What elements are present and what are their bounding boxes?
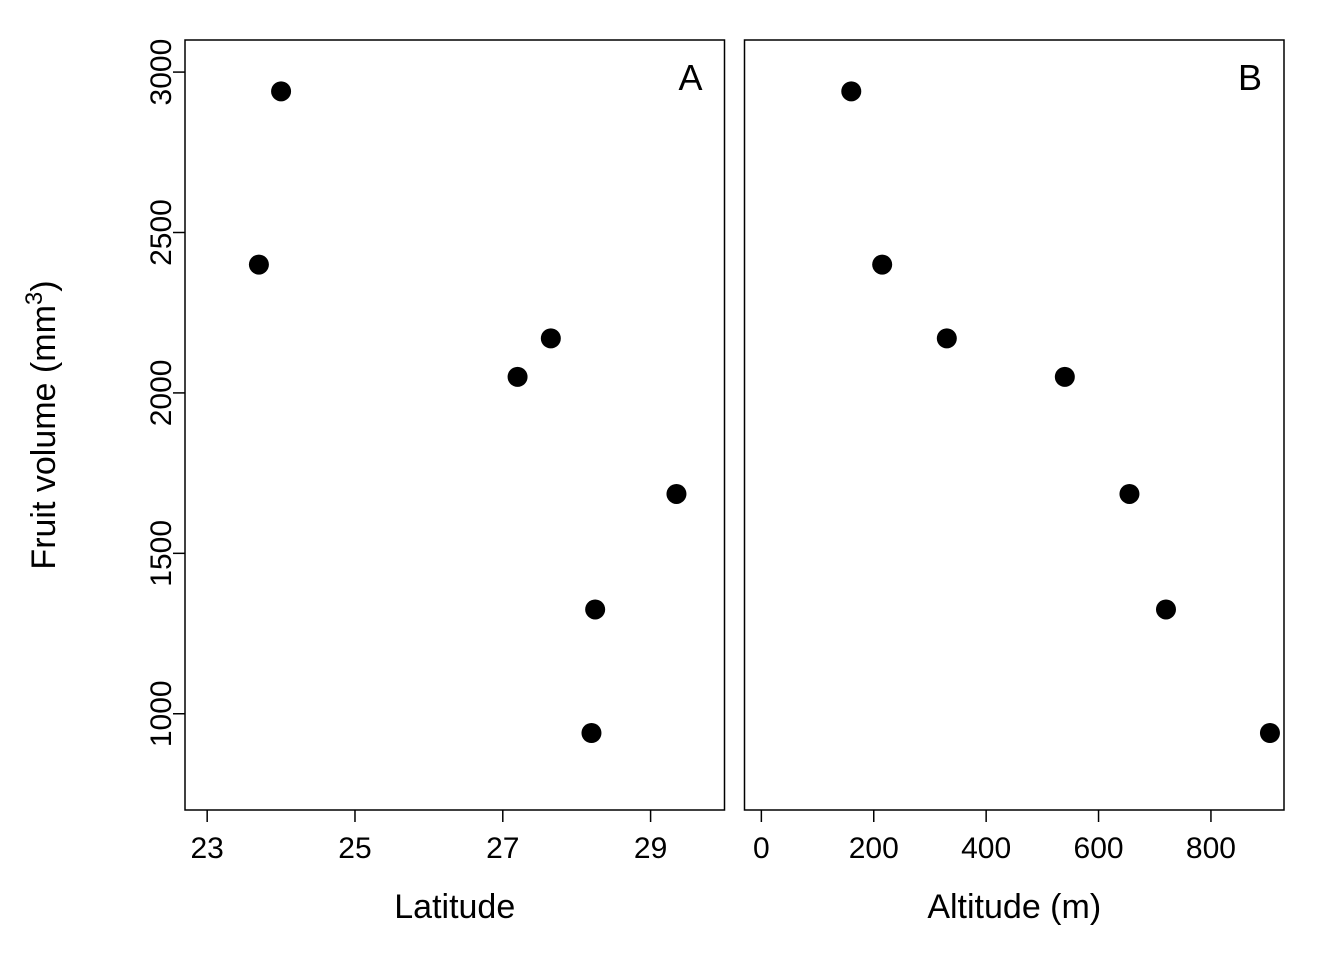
panel-a-x-tick-label: 25 <box>338 832 371 865</box>
panel-a-point <box>541 328 561 348</box>
panel-b-x-tick-label: 800 <box>1186 832 1236 865</box>
panel-a-point <box>581 723 601 743</box>
panel-a-letter: A <box>678 57 702 98</box>
panel-b-x-tick-label: 400 <box>961 832 1011 865</box>
y-axis-label: Fruit volume (mm3) <box>21 280 64 569</box>
panel-a-point <box>508 367 528 387</box>
y-tick-label: 2500 <box>145 199 178 266</box>
panel-a-point <box>249 255 269 275</box>
panel-b-point <box>1260 723 1280 743</box>
panel-a-point <box>271 81 291 101</box>
panel-b-x-tick-label: 200 <box>849 832 899 865</box>
panel-b-letter: B <box>1238 57 1262 98</box>
panel-b-box <box>745 40 1285 810</box>
panel-a-point <box>666 484 686 504</box>
panel-b-point <box>937 328 957 348</box>
panel-b-point <box>1156 599 1176 619</box>
panel-a-x-tick-label: 27 <box>486 832 519 865</box>
y-tick-label: 1000 <box>145 680 178 747</box>
panel-a-x-tick-label: 29 <box>634 832 667 865</box>
panel-a-x-axis-label: Latitude <box>394 888 515 926</box>
panel-b-x-tick-label: 600 <box>1074 832 1124 865</box>
panel-b-point <box>841 81 861 101</box>
panel-b-point <box>1119 484 1139 504</box>
panel-b-x-tick-label: 0 <box>753 832 770 865</box>
panel-a-point <box>585 599 605 619</box>
panel-a-x-tick-label: 23 <box>190 832 223 865</box>
panel-b-point <box>872 255 892 275</box>
y-tick-label: 1500 <box>145 520 178 587</box>
scatter-multipanel: Fruit volume (mm3) 23 25 27 29 Latitude 1000 15… <box>0 0 1344 960</box>
panel-b-x-axis-label: Altitude (m) <box>927 888 1101 926</box>
panel-b-point <box>1055 367 1075 387</box>
y-tick-label: 2000 <box>145 360 178 427</box>
panel-a-box <box>185 40 725 810</box>
y-tick-label: 3000 <box>145 39 178 106</box>
